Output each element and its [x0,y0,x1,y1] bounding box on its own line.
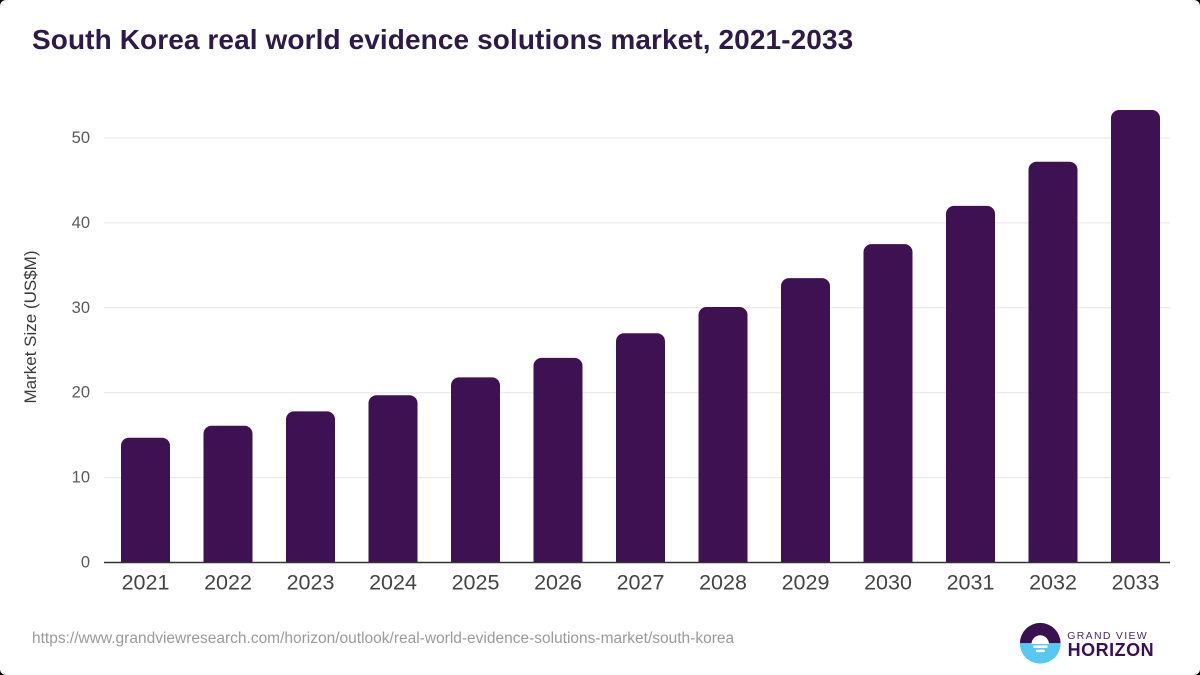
svg-text:2026: 2026 [534,571,582,595]
svg-text:10: 10 [72,469,90,487]
svg-text:2021: 2021 [122,571,170,595]
svg-text:50: 50 [72,129,90,147]
svg-text:2031: 2031 [947,571,995,595]
svg-text:HORIZON: HORIZON [1068,640,1155,660]
svg-text:2024: 2024 [369,571,417,595]
svg-text:2030: 2030 [864,571,912,595]
svg-text:2033: 2033 [1112,571,1160,595]
svg-text:30: 30 [72,299,90,317]
svg-text:2028: 2028 [699,571,747,595]
svg-text:0: 0 [81,554,90,572]
svg-text:20: 20 [72,384,90,402]
svg-text:2029: 2029 [782,571,830,595]
svg-text:40: 40 [72,214,90,232]
svg-text:2022: 2022 [204,571,252,595]
svg-text:2027: 2027 [617,571,665,595]
svg-text:2023: 2023 [287,571,335,595]
svg-text:2032: 2032 [1029,571,1077,595]
svg-text:2025: 2025 [452,571,500,595]
